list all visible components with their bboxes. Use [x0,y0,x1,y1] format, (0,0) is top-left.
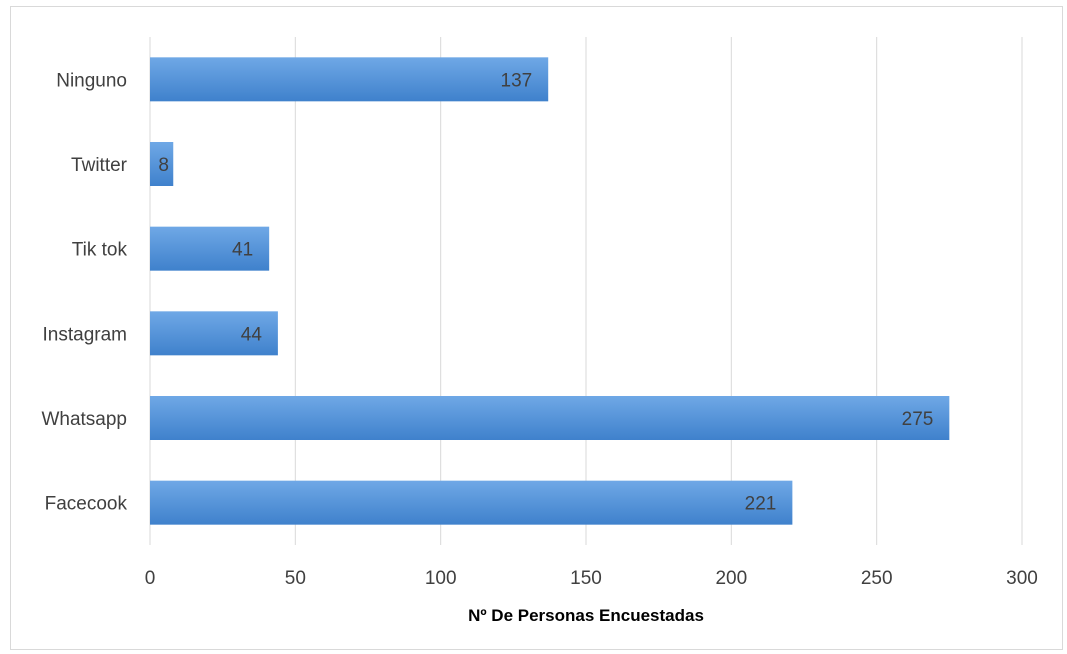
value-axis-tick-labels: 0 50 100 150 200 250 300 [145,568,1038,589]
x-tick-label: 300 [1006,568,1038,589]
bar-ninguno [150,57,549,102]
category-axis-labels: Ninguno Twitter Tik tok Instagram Whatsapp Fa… [41,70,127,514]
bars [150,57,950,525]
x-tick-label: 200 [715,568,747,589]
x-tick-label: 0 [145,568,156,589]
category-label-ninguno: Ninguno [56,70,127,91]
bar-twitter [150,142,174,186]
data-labels: 137 8 41 44 275 221 [158,70,933,514]
data-label-facecook: 221 [745,494,777,515]
bar-facecook [150,480,793,525]
bar-instagram [150,311,278,356]
category-label-whatsapp: Whatsapp [41,409,127,430]
x-axis-title: Nº De Personas Encuestadas [468,606,704,625]
bar-tik-tok [150,226,270,271]
x-tick-label: 100 [425,568,457,589]
gridlines [149,37,1023,545]
category-label-instagram: Instagram [43,324,127,345]
data-label-whatsapp: 275 [902,409,934,430]
bar-whatsapp [150,396,950,440]
data-label-tik-tok: 41 [232,240,253,261]
category-label-facecook: Facecook [45,494,128,515]
x-tick-label: 250 [861,568,893,589]
data-label-ninguno: 137 [501,70,533,91]
category-label-twitter: Twitter [71,155,128,176]
x-tick-label: 50 [285,568,306,589]
data-label-twitter: 8 [158,155,169,176]
data-label-instagram: 44 [241,324,263,345]
x-tick-label: 150 [570,568,602,589]
category-label-tik-tok: Tik tok [72,240,128,261]
